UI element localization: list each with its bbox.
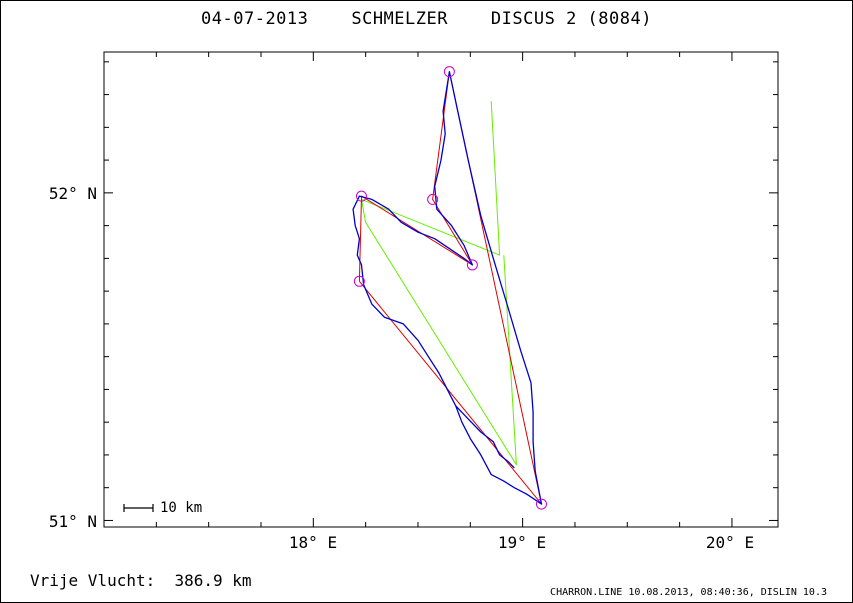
- distance-value: 386.9 km: [174, 571, 252, 590]
- x-tick-label-20: 20° E: [705, 533, 755, 552]
- x-tick-label-18: 18° E: [288, 533, 338, 552]
- pilot-name: SCHMELZER: [351, 9, 448, 29]
- turnpoint-marker: [443, 66, 455, 78]
- plot-area-border: [103, 51, 779, 528]
- scale-bar: [123, 504, 154, 512]
- flight-track-line: [352, 71, 543, 505]
- turnpoint-marker: [535, 498, 547, 510]
- axis-ticks: [103, 52, 778, 527]
- task-route-layer: [358, 71, 542, 505]
- declared-route-line: [361, 101, 517, 466]
- turnpoint-marker: [427, 193, 439, 205]
- flight-date: 04-07-2013: [201, 9, 309, 29]
- distance-label: Vrije Vlucht:: [30, 571, 156, 590]
- turnpoints-layer: [353, 66, 547, 510]
- flight-track-layer: [352, 71, 543, 505]
- y-tick-label-52: 52° N: [48, 184, 97, 203]
- turnpoint-marker: [355, 190, 367, 202]
- declared-route-layer: [361, 101, 517, 466]
- turnpoint-marker: [466, 259, 478, 271]
- turnpoint-marker: [353, 275, 365, 287]
- scale-bar-label: 10 km: [160, 500, 203, 516]
- footer-info: CHARRON.LINE 10.08.2013, 08:40:36, DISLI…: [550, 587, 827, 598]
- x-tick-label-19: 19° E: [497, 533, 547, 552]
- distance-summary: Vrije Vlucht: 386.9 km: [30, 571, 252, 590]
- task-route-line: [358, 71, 542, 505]
- chart-title: 04-07-2013 SCHMELZER DISCUS 2 (8084): [0, 9, 853, 29]
- glider-type: DISCUS 2 (8084): [490, 9, 652, 29]
- y-tick-label-51: 51° N: [48, 512, 97, 531]
